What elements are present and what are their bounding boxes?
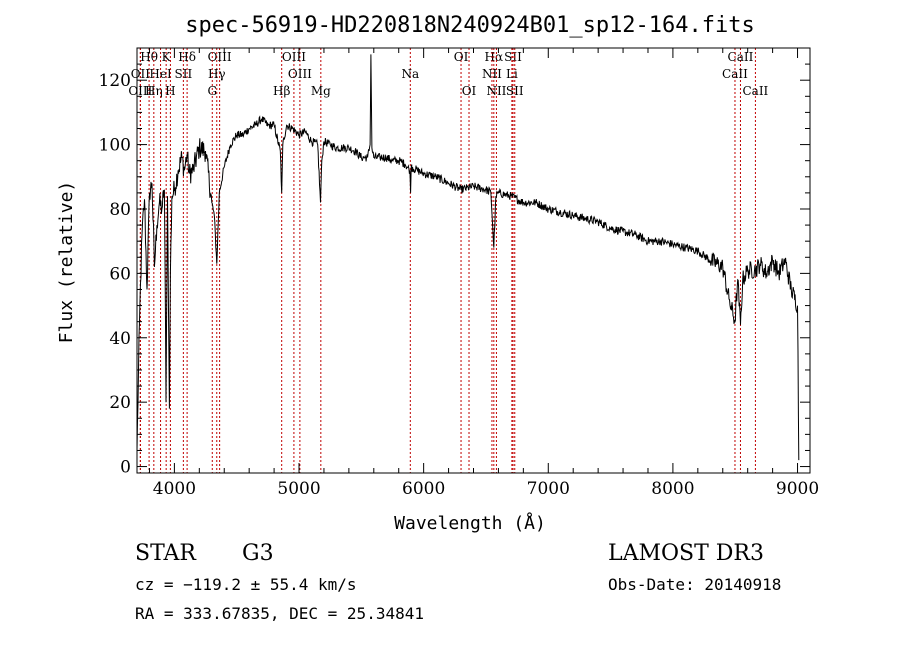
y-axis: 0 20 40 60 80 100 120 [99, 63, 810, 478]
y-tick-label: 80 [109, 200, 131, 220]
line-marker-label: OIII [208, 50, 232, 64]
y-tick-label: 60 [109, 264, 131, 284]
line-marker-label: G [207, 84, 217, 98]
line-marker-label: Hδ [178, 50, 196, 64]
line-marker-label: Mg [311, 84, 331, 98]
y-axis-label: Flux (relative) [56, 181, 77, 344]
line-marker-label: OIII [128, 84, 152, 98]
object-subclass: G3 [242, 541, 274, 566]
chart-title: spec-56919-HD220818N240924B01_sp12-164.f… [185, 13, 755, 38]
line-marker-label: CaII [722, 67, 748, 81]
y-tick-label: 20 [109, 393, 131, 413]
observation-date: Obs-Date: 20140918 [608, 575, 781, 594]
line-marker-label: OI [454, 50, 469, 64]
y-tick-label: 100 [99, 136, 131, 156]
coordinates: RA = 333.67835, DEC = 25.34841 [135, 604, 424, 623]
line-marker-label: NII [486, 84, 506, 98]
y-tick-label: 120 [99, 71, 131, 91]
object-class: STAR [135, 541, 197, 566]
line-marker-label: Hα [485, 50, 504, 64]
redshift-cz: cz = −119.2 ± 55.4 km/s [135, 575, 357, 594]
line-marker-label: H [165, 84, 175, 98]
x-tick-label: 6000 [402, 479, 445, 499]
x-tick-label: 5000 [277, 479, 320, 499]
line-marker-label: NII [482, 67, 502, 81]
line-marker-label: OIII [288, 67, 312, 81]
line-marker-label: CaII [728, 50, 754, 64]
plot-frame [136, 47, 811, 474]
line-marker-label: Hη [145, 84, 163, 98]
x-axis-label: Wavelength (Å) [394, 512, 546, 534]
line-marker-label: OI [462, 84, 477, 98]
x-axis: 4000 5000 6000 7000 8000 9000 [148, 48, 819, 499]
x-tick-label: 8000 [651, 479, 694, 499]
y-tick-label: 40 [109, 329, 131, 349]
line-marker-label: Hγ [208, 67, 226, 81]
line-marker-label: CaII [742, 84, 768, 98]
x-tick-label: 9000 [776, 479, 819, 499]
line-marker-label: SII [506, 84, 524, 98]
line-marker-label: OIII [282, 50, 306, 64]
line-marker-label: HeI [149, 67, 172, 81]
line-marker-label: SII [175, 67, 193, 81]
survey-name: LAMOST DR3 [608, 541, 764, 566]
line-marker-label: K [162, 50, 172, 64]
line-marker-label: SII [504, 50, 522, 64]
line-marker-label: Na [401, 67, 419, 81]
x-tick-label: 7000 [527, 479, 570, 499]
line-marker-label: Li [506, 67, 518, 81]
spectrum-line [136, 54, 800, 461]
x-tick-label: 4000 [153, 479, 196, 499]
line-marker-label: Hβ [273, 84, 290, 98]
y-tick-label: 0 [120, 458, 131, 478]
